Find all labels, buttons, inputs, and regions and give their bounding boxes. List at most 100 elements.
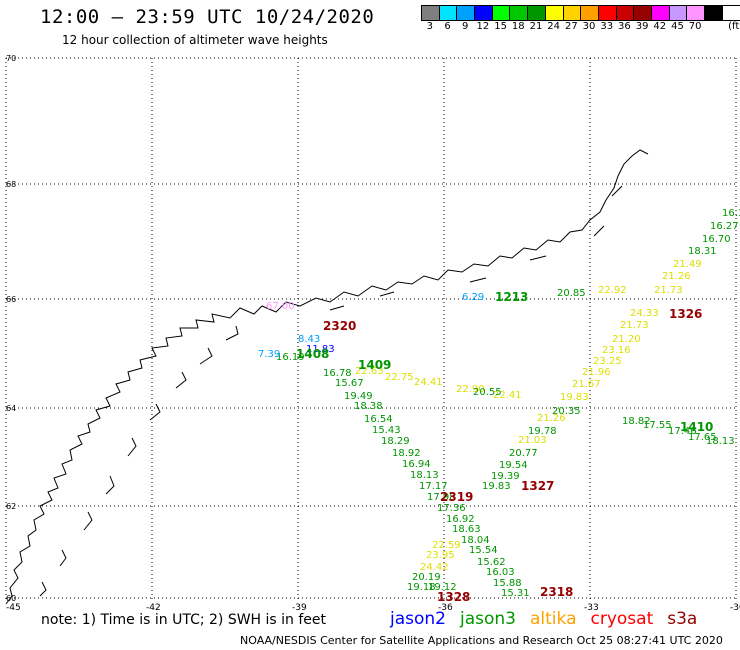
legend-label: 24 [547,21,561,32]
swh-value: 24.42 [420,562,449,573]
swh-value: 15.88 [493,578,522,589]
swh-value: 18.13 [706,436,735,447]
latitude-label: 66 [6,295,16,304]
satellite-name: s3a [667,609,698,629]
legend-swatch [457,6,476,20]
legend-swatch [616,6,635,20]
legend-label: 12 [476,21,490,32]
swh-value: 23.25 [593,356,622,367]
longitude-label: -33 [584,603,599,613]
satellite-name: cryosat [590,609,654,629]
swh-value: 19.12 [428,582,457,593]
swh-value: 23.16 [602,345,631,356]
swh-value: 21.96 [582,367,611,378]
legend-label: 42 [653,21,667,32]
legend-swatch [475,6,493,20]
pass-time-label: 1327 [521,479,554,493]
units-note: note: 1) Time is in UTC; 2) SWH is in fe… [41,612,327,628]
legend-swatch [439,6,458,20]
swh-value: 23.95 [426,550,455,561]
legend-label: 45 [671,21,684,32]
swh-value: 18.38 [354,401,383,412]
legend-label: 33 [600,21,614,32]
swh-value: 21.03 [518,435,547,446]
swh-value: 11.83 [306,344,335,355]
swh-value: 20.35 [552,406,581,417]
swh-value: 19.83 [482,481,511,492]
legend-label: 21 [529,21,543,32]
legend-swatch [528,6,546,20]
pass-time-label: 2319 [440,490,473,504]
swh-value: 16.94 [402,459,431,470]
swh-value: 67.00 [266,301,295,312]
swh-value: 21.20 [612,334,641,345]
swh-value: 17.17 [419,481,448,492]
swh-value: 22.75 [385,372,414,383]
legend-swatch [687,6,705,20]
swh-value: 6.29 [462,292,484,303]
page-title: 12:00 – 23:59 UTC 10/24/2020 [40,6,375,28]
map-grid [5,57,737,600]
swh-value: 19.39 [491,471,520,482]
legend-unit: (ft) [728,21,740,32]
swh-value: 19.83 [560,392,589,403]
pass-time-label: 1409 [358,358,391,372]
legend-swatch [492,6,511,20]
footer-credit: NOAA/NESDIS Center for Satellite Applica… [240,634,723,647]
legend-label: 9 [462,21,469,32]
greenland-coastline [5,149,649,605]
legend-swatch [422,6,440,20]
swh-value: 22.59 [432,540,461,551]
longitude-label: -42 [146,603,161,613]
swh-value: 22.90 [456,384,485,395]
legend-label: 39 [635,21,649,32]
pass-time-label: 1328 [437,590,470,604]
legend-label: 27 [564,21,578,32]
swh-value: 15.43 [372,425,401,436]
swh-value: 20.85 [557,288,586,299]
swh-value: 21.26 [537,413,566,424]
swh-value: 19.18 [407,582,436,593]
swh-value: 20.77 [509,448,538,459]
swh-value: 18.92 [392,448,421,459]
page-subtitle: 12 hour collection of altimeter wave hei… [62,33,328,47]
swh-value: 16.70 [702,234,731,245]
pass-time-label: 1326 [669,307,702,321]
swh-value: 18.04 [461,535,490,546]
swh-value: 24.41 [414,377,443,388]
swh-value: 16.27 [710,221,739,232]
satellite-name: altika [530,609,577,629]
latitude-label: 60 [6,594,16,603]
legend-label: 36 [618,21,631,32]
swh-value: 16.03 [486,567,515,578]
swh-value: 16.1 [722,208,740,219]
legend-label: 6 [444,21,451,32]
swh-value: 15.67 [335,378,364,389]
legend-label: 30 [582,21,596,32]
swh-value: 16.54 [364,414,393,425]
swh-value: 17.98 [427,492,456,503]
swh-value: 17.65 [688,432,717,443]
satellite-name: jason2 [390,609,446,629]
swh-value: 22.63 [355,366,384,377]
swh-value: 15.54 [469,545,498,556]
swh-value: 7.39 [258,349,280,360]
longitude-label: -36 [438,603,453,613]
swh-value: 24.33 [630,308,659,319]
legend-label: 3 [426,21,434,32]
swh-value: 21.26 [662,271,691,282]
longitude-label: -30 [730,603,740,613]
swh-value: 22.92 [598,285,627,296]
swh-value: 17.46 [668,426,697,437]
swh-value: 20.19 [412,572,441,583]
swh-value: 15.31 [501,588,530,599]
swh-value: 17.36 [437,503,466,514]
swh-value: 19.54 [499,460,528,471]
longitude-label: -39 [292,603,307,613]
swh-value: 21.73 [654,285,683,296]
coastline-detail [39,185,623,597]
legend-swatch [651,6,670,20]
